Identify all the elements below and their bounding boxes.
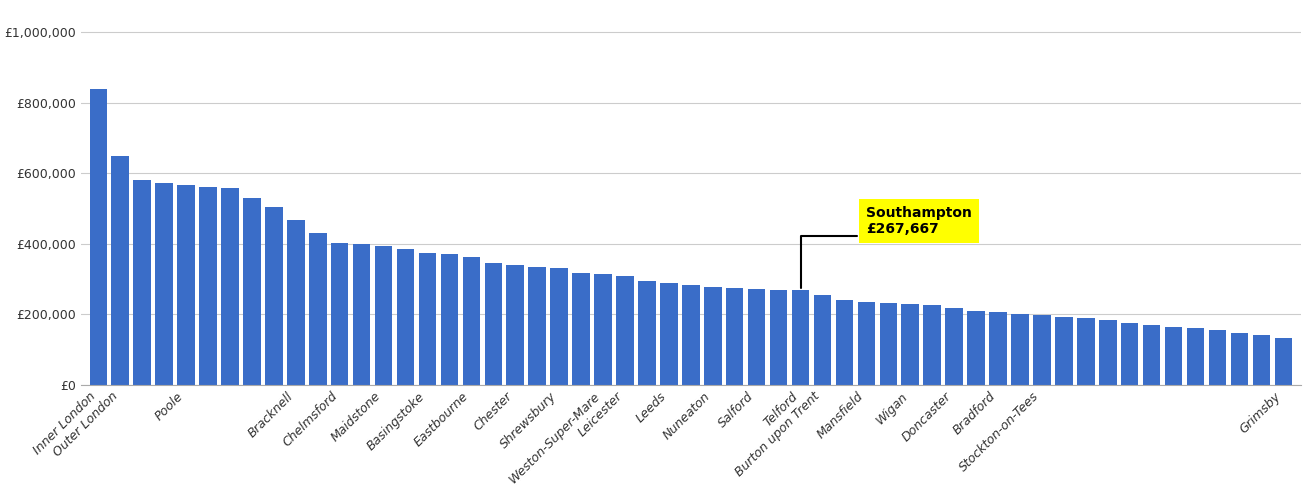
Bar [967,311,985,385]
Bar [726,288,744,385]
Bar [133,180,151,385]
Bar [419,252,436,385]
Bar [309,233,326,385]
Bar [484,263,502,385]
Bar [1011,314,1028,385]
Bar [573,272,590,385]
Bar [1186,328,1205,385]
Bar [222,188,239,385]
Bar [111,156,129,385]
Bar [989,312,1006,385]
Text: Southampton
£267,667: Southampton £267,667 [800,206,972,288]
Bar [902,304,919,385]
Bar [90,89,107,385]
Bar [638,281,655,385]
Bar [857,302,876,385]
Bar [529,267,545,385]
Bar [265,207,283,385]
Bar [551,269,568,385]
Bar [814,295,831,385]
Bar [683,285,699,385]
Bar [1253,335,1270,385]
Bar [594,274,612,385]
Bar [287,220,304,385]
Bar [703,287,722,385]
Bar [1231,333,1248,385]
Bar [1208,330,1227,385]
Bar [792,291,809,385]
Bar [835,300,853,385]
Bar [1165,326,1182,385]
Bar [331,243,348,385]
Bar [375,245,393,385]
Bar [506,265,525,385]
Bar [1034,315,1051,385]
Bar [616,276,634,385]
Bar [660,283,677,385]
Bar [243,198,261,385]
Bar [924,305,941,385]
Bar [1121,323,1138,385]
Bar [1077,318,1095,385]
Bar [352,244,371,385]
Bar [1143,325,1160,385]
Bar [397,249,414,385]
Bar [155,183,174,385]
Bar [462,257,480,385]
Bar [880,303,897,385]
Bar [200,187,217,385]
Bar [748,289,766,385]
Bar [177,185,194,385]
Bar [945,308,963,385]
Bar [1275,338,1292,385]
Bar [1054,317,1073,385]
Bar [441,254,458,385]
Bar [1099,320,1117,385]
Bar [770,290,787,385]
